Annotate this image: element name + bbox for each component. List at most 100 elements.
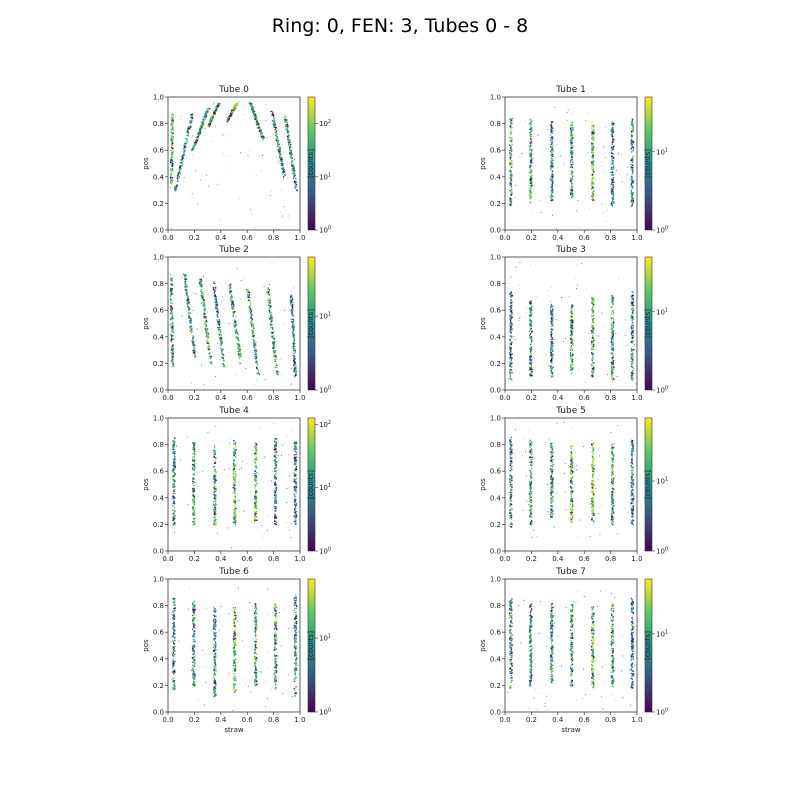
straw-point	[211, 362, 212, 363]
straw-point	[632, 292, 633, 293]
straw-point	[213, 282, 214, 283]
straw-point	[611, 156, 612, 157]
noise-point	[208, 432, 209, 433]
straw-point	[200, 133, 201, 134]
straw-point	[187, 303, 188, 304]
straw-point	[170, 170, 171, 171]
straw-point	[571, 342, 572, 343]
straw-point	[531, 353, 532, 354]
straw-point	[171, 290, 172, 291]
straw-point	[172, 318, 173, 319]
straw-point	[231, 299, 232, 300]
noise-point	[270, 195, 271, 196]
straw-point	[206, 334, 207, 335]
straw-point	[171, 123, 172, 124]
straw-point	[291, 150, 292, 151]
straw-point	[275, 135, 276, 136]
straw-point	[201, 122, 202, 123]
straw-point	[551, 318, 552, 319]
straw-point	[593, 138, 594, 139]
noise-point	[598, 336, 599, 337]
straw-point	[295, 364, 296, 365]
straw-point	[531, 375, 532, 376]
straw-point	[570, 144, 571, 145]
straw-point	[291, 165, 292, 166]
straw-point	[510, 121, 511, 122]
straw-point	[572, 139, 573, 140]
straw-point	[571, 189, 572, 190]
straw-point	[171, 163, 172, 164]
straw-point	[184, 276, 185, 277]
straw-point	[632, 194, 633, 195]
straw-point	[295, 370, 296, 371]
straw-point	[612, 332, 613, 333]
noise-point	[229, 438, 230, 439]
straw-point	[632, 322, 633, 323]
straw-point	[288, 144, 289, 145]
noise-point	[215, 127, 216, 128]
straw-point	[510, 200, 511, 201]
straw-point	[510, 320, 511, 321]
straw-point	[592, 174, 593, 175]
straw-point	[552, 306, 553, 307]
straw-point	[293, 321, 294, 322]
straw-point	[593, 132, 594, 133]
straw-point	[551, 375, 552, 376]
straw-point	[591, 122, 592, 123]
straw-point	[253, 339, 254, 340]
straw-point	[632, 157, 633, 158]
straw-point	[199, 128, 200, 129]
noise-point	[297, 304, 298, 305]
straw-point	[571, 186, 572, 187]
straw-point	[246, 289, 247, 290]
straw-point	[613, 326, 614, 327]
straw-point	[509, 152, 510, 153]
noise-point	[170, 187, 171, 188]
y-tick-label: 0.6	[490, 307, 502, 315]
noise-point	[519, 318, 520, 319]
straw-point	[611, 346, 612, 347]
straw-point	[171, 127, 172, 128]
straw-point	[633, 181, 634, 182]
straw-point	[530, 351, 531, 352]
noise-point	[603, 325, 604, 326]
noise-point	[198, 496, 199, 497]
straw-point	[530, 128, 531, 129]
straw-point	[289, 150, 290, 151]
straw-point	[530, 201, 531, 202]
straw-point	[551, 358, 552, 359]
straw-point	[631, 348, 632, 349]
noise-point	[181, 151, 182, 152]
straw-point	[571, 147, 572, 148]
straw-point	[174, 447, 175, 448]
straw-point	[613, 312, 614, 313]
noise-point	[568, 296, 569, 297]
straw-point	[593, 358, 594, 359]
straw-point	[552, 150, 553, 151]
straw-point	[294, 175, 295, 176]
straw-point	[570, 338, 571, 339]
straw-point	[220, 344, 221, 345]
straw-point	[277, 141, 278, 142]
straw-point	[281, 158, 282, 159]
straw-point	[183, 154, 184, 155]
straw-point	[174, 500, 175, 501]
straw-point	[572, 193, 573, 194]
straw-point	[530, 156, 531, 157]
straw-point	[572, 142, 573, 143]
straw-point	[530, 148, 531, 149]
straw-point	[222, 354, 223, 355]
noise-point	[608, 132, 609, 133]
noise-point	[195, 508, 196, 509]
straw-point	[174, 451, 175, 452]
noise-point	[221, 441, 222, 442]
straw-point	[285, 126, 286, 127]
noise-point	[603, 172, 604, 173]
straw-point	[529, 324, 530, 325]
y-tick-label: 0.4	[490, 173, 502, 181]
noise-point	[252, 214, 253, 215]
straw-point	[631, 177, 632, 178]
straw-point	[201, 279, 202, 280]
straw-point	[190, 126, 191, 127]
straw-point	[174, 510, 175, 511]
